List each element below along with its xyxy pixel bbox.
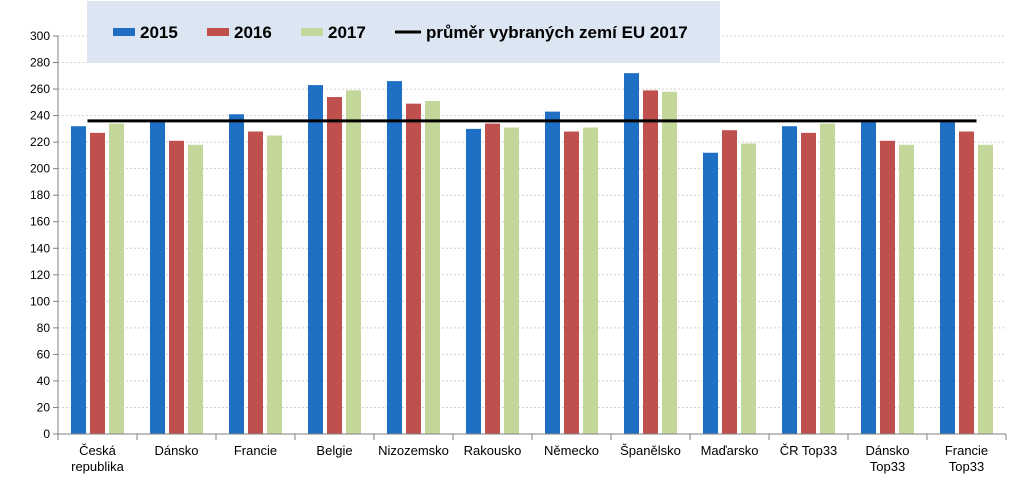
y-tick-label: 200 (30, 162, 50, 176)
bar-2016 (880, 140, 895, 434)
y-tick-label: 220 (30, 135, 50, 149)
bar-2017 (188, 144, 203, 434)
x-tick-label: Belgie (316, 443, 352, 458)
bar-2017 (346, 90, 361, 434)
x-tick-label: Česká republika (71, 443, 125, 474)
y-tick-label: 80 (37, 321, 51, 335)
bar-2015 (624, 73, 639, 434)
bar-2015 (308, 85, 323, 434)
y-tick-label: 140 (30, 241, 50, 255)
bar-2016 (643, 90, 658, 434)
y-tick-label: 0 (43, 427, 50, 441)
bar-2015 (782, 126, 797, 435)
bar-2017 (662, 91, 677, 434)
y-tick-label: 40 (37, 374, 51, 388)
bar-2017 (820, 123, 835, 434)
bar-2015 (387, 81, 402, 435)
x-tick-label-line: Francie (945, 443, 988, 458)
bar-2017 (267, 135, 282, 434)
y-tick-label: 20 (37, 400, 51, 414)
x-tick-label-line: Německo (544, 443, 599, 458)
bars (71, 73, 993, 435)
y-tick-label: 300 (30, 29, 50, 43)
legend-label-2016: 2016 (234, 23, 272, 42)
y-axis: 0 20 40 60 80 100 120 140 160 180 200 220 240 260 280 3… (30, 29, 59, 441)
y-tick-label: 280 (30, 56, 50, 70)
bar-2016 (248, 131, 263, 434)
x-tick-label-line: republika (71, 459, 125, 474)
x-tick-label-line: Dánsko (154, 443, 198, 458)
x-tick-label: Rakousko (464, 443, 522, 458)
x-tick-label-line: Rakousko (464, 443, 522, 458)
bar-2016 (169, 140, 184, 434)
y-tick-label: 100 (30, 294, 50, 308)
bar-2016 (564, 131, 579, 434)
bar-2015 (71, 126, 86, 435)
bar-2017 (899, 144, 914, 434)
bar-2016 (801, 132, 816, 434)
bar-2015 (466, 128, 481, 434)
legend-label-2017: 2017 (328, 23, 366, 42)
legend: 2015 2016 2017 průměr vybraných zemí EU 201… (87, 1, 720, 63)
x-tick-label-line: Nizozemsko (378, 443, 449, 458)
x-tick-label-line: Česká (79, 443, 117, 458)
y-tick-label: 180 (30, 188, 50, 202)
bar-2015 (150, 120, 165, 434)
x-tick-label-line: ČR Top33 (780, 443, 838, 458)
x-tick-label-line: Belgie (316, 443, 352, 458)
x-tick-label: Španělsko (620, 443, 681, 458)
bar-2016 (959, 131, 974, 434)
y-tick-label: 240 (30, 109, 50, 123)
x-tick-label: Dánsko Top33 (865, 443, 909, 474)
bar-2016 (90, 132, 105, 434)
x-tick-label: ČR Top33 (780, 443, 838, 458)
bar-2017 (109, 123, 124, 434)
bar-2015 (545, 111, 560, 435)
legend-swatch-2016 (207, 28, 229, 36)
bar-2015 (861, 120, 876, 434)
x-tick-label: Francie Top33 (945, 443, 988, 474)
x-tick-label-line: Top33 (949, 459, 984, 474)
bar-2017 (978, 144, 993, 434)
x-tick-label: Nizozemsko (378, 443, 449, 458)
legend-swatch-2015 (113, 28, 135, 36)
bar-2017 (425, 101, 440, 435)
bar-2015 (940, 120, 955, 434)
bar-2015 (229, 114, 244, 435)
x-tick-label-line: Francie (234, 443, 277, 458)
y-tick-label: 120 (30, 268, 50, 282)
y-tick-label: 160 (30, 215, 50, 229)
bar-2015 (703, 152, 718, 434)
bar-2016 (485, 123, 500, 434)
x-tick-label-line: Top33 (870, 459, 905, 474)
bar-2016 (722, 130, 737, 434)
bar-2016 (327, 97, 342, 434)
bar-2016 (406, 103, 421, 434)
x-axis: Česká republika Dánsko Francie Belgie Nizozem… (57, 433, 1007, 474)
legend-swatch-2017 (301, 28, 323, 36)
x-tick-label: Dánsko (154, 443, 198, 458)
legend-label-eu-average: průměr vybraných zemí EU 2017 (426, 23, 688, 42)
bar-2017 (741, 143, 756, 434)
x-tick-label-line: Dánsko (865, 443, 909, 458)
bar-2017 (504, 127, 519, 434)
y-tick-label: 260 (30, 82, 50, 96)
y-tick-label: 60 (37, 347, 51, 361)
x-tick-label: Maďarsko (701, 443, 759, 458)
x-tick-label-line: Španělsko (620, 443, 681, 458)
x-tick-label: Francie (234, 443, 277, 458)
bar-2017 (583, 127, 598, 434)
x-tick-label-line: Maďarsko (701, 443, 759, 458)
x-tick-label: Německo (544, 443, 599, 458)
legend-label-2015: 2015 (140, 23, 178, 42)
